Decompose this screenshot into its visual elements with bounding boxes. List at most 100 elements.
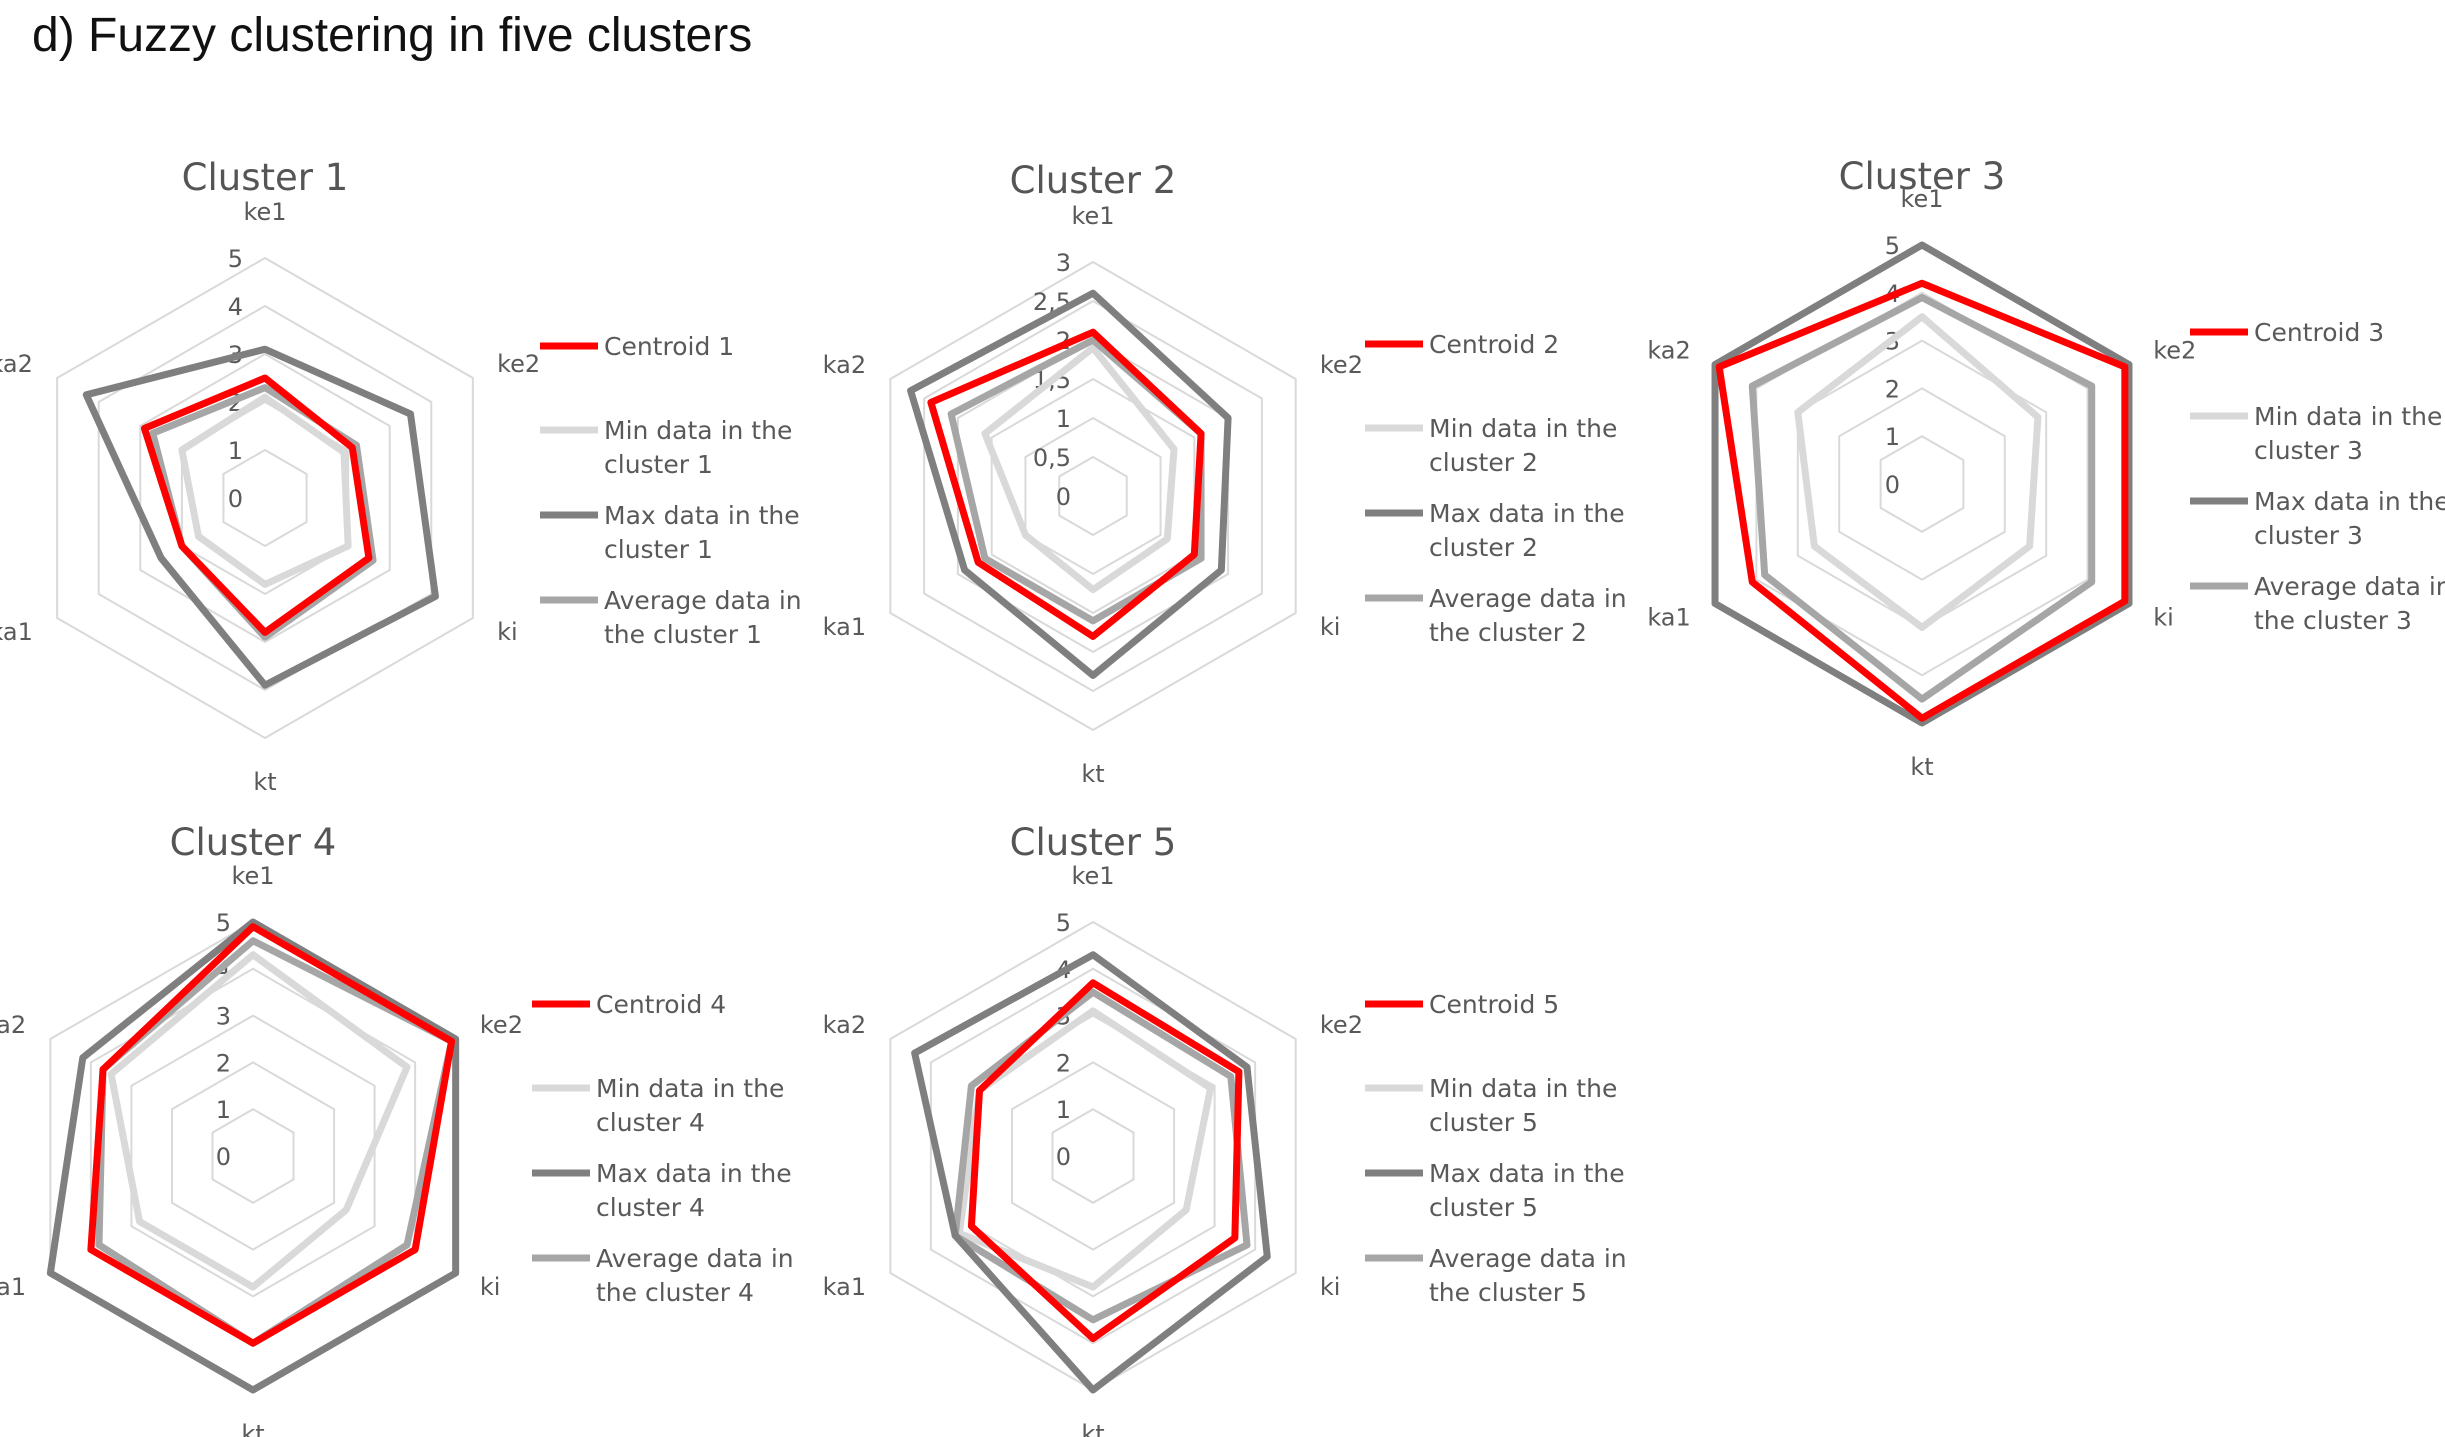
legend-label: the cluster 5 — [1429, 1278, 1587, 1307]
legend-label: Centroid 1 — [604, 332, 734, 361]
series-1-polygon — [1715, 279, 2129, 722]
chart-title: Cluster 1 — [182, 156, 349, 199]
legend-label: cluster 4 — [596, 1193, 705, 1222]
tick-label: 2 — [1885, 375, 1900, 403]
tick-label: 3 — [216, 1003, 231, 1031]
legend-label: Centroid 2 — [1429, 330, 1559, 359]
series-2-polygon — [178, 393, 352, 588]
series-3-polygon — [911, 951, 1271, 1394]
legend-label: Min data in the — [1429, 414, 1617, 443]
axis-label-kt: kt — [1081, 1420, 1104, 1437]
legend-label: Average data in — [1429, 1244, 1627, 1273]
axis-label-ke1: ke1 — [1071, 202, 1114, 230]
legend-label: cluster 2 — [1429, 533, 1538, 562]
tick-label: 5 — [216, 909, 231, 937]
tick-label: 5 — [228, 245, 243, 273]
legend-label: Centroid 3 — [2254, 318, 2384, 347]
axis-label-ke2: ke2 — [1320, 351, 1363, 379]
axis-label-ka1: ka1 — [823, 613, 866, 641]
axis-label-ka2: ka2 — [823, 351, 866, 379]
figure-heading: d) Fuzzy clustering in five clusters — [32, 9, 753, 62]
tick-label: 1 — [228, 437, 243, 465]
axis-label-ke1: ke1 — [231, 862, 274, 890]
grid-ring — [990, 377, 1196, 615]
legend-label: cluster 4 — [596, 1108, 705, 1137]
grid-ring — [1755, 291, 2089, 677]
grid-ring — [1010, 1061, 1176, 1251]
grid-ring — [923, 299, 1263, 693]
legend-label: cluster 1 — [604, 535, 713, 564]
axis-label-ka2: ka2 — [1647, 337, 1690, 365]
series-3-polygon — [907, 289, 1232, 679]
axis-label-ki: ki — [2153, 604, 2174, 632]
series-3-polygon — [1711, 241, 2133, 727]
grid-ring — [1879, 435, 1965, 533]
tick-label: 0 — [216, 1143, 231, 1171]
axis-label-ki: ki — [1320, 1273, 1341, 1301]
legend-label: the cluster 2 — [1429, 618, 1587, 647]
grid-ring — [56, 256, 474, 740]
series-2-polygon — [107, 951, 411, 1291]
axis-label-ki: ki — [497, 618, 518, 646]
tick-label: 4 — [228, 293, 243, 321]
grid-ring — [1051, 1108, 1135, 1204]
legend-label: Max data in the — [596, 1159, 792, 1188]
tick-label: 0 — [1056, 483, 1071, 511]
legend-label: Average data in — [604, 586, 802, 615]
legend-label: the cluster 4 — [596, 1278, 754, 1307]
legend-label: cluster 5 — [1429, 1108, 1538, 1137]
radar-chart-3: Cluster 3012345ke1ke2kiktka1ka2Centroid … — [1647, 155, 2445, 781]
axis-label-kt: kt — [241, 1420, 264, 1437]
series-4-polygon — [149, 384, 377, 641]
tick-label: 1 — [1056, 1096, 1071, 1124]
radar-chart-2: Cluster 200,511,522,53ke1ke2kiktka1ka2Ce… — [823, 159, 1627, 788]
legend-label: Max data in the — [2254, 487, 2445, 516]
legend-label: Min data in the — [1429, 1074, 1617, 1103]
chart-title: Cluster 2 — [1010, 159, 1177, 202]
grid-ring — [97, 304, 433, 692]
axis-label-kt: kt — [1081, 760, 1104, 788]
tick-label: 1 — [216, 1096, 231, 1124]
series-4-polygon — [1748, 294, 2096, 703]
legend-label: Average data in — [2254, 572, 2445, 601]
legend-label: Max data in the — [604, 501, 800, 530]
axis-label-ka2: ka2 — [823, 1011, 866, 1039]
chart-title: Cluster 3 — [1839, 155, 2006, 198]
axis-label-kt: kt — [253, 768, 276, 796]
grid-ring — [222, 448, 308, 548]
series-1-polygon — [967, 979, 1243, 1343]
grid-ring — [211, 1108, 295, 1204]
radar-chart-5: Cluster 5012345ke1ke2kiktka1ka2Centroid … — [823, 821, 1627, 1437]
radar-chart-4: Cluster 4012345ke1ke2kiktka1ka2Centroid … — [0, 821, 794, 1437]
chart-title: Cluster 5 — [1010, 821, 1177, 864]
series-1-polygon — [140, 374, 373, 636]
axis-label-ke2: ke2 — [497, 350, 540, 378]
tick-label: 3 — [1056, 249, 1071, 277]
tick-label: 0 — [1056, 1143, 1071, 1171]
grid-ring — [139, 352, 391, 644]
tick-label: 0 — [1885, 471, 1900, 499]
series-1-polygon — [87, 923, 456, 1347]
axis-label-ke1: ke1 — [243, 198, 286, 226]
tick-label: 1 — [1885, 423, 1900, 451]
tick-label: 2 — [1056, 1049, 1071, 1077]
series-4-polygon — [951, 988, 1251, 1324]
axis-label-ka1: ka1 — [823, 1273, 866, 1301]
axis-label-ke1: ke1 — [1071, 862, 1114, 890]
grid-ring — [130, 1014, 376, 1298]
legend-label: cluster 1 — [604, 450, 713, 479]
grid-ring — [49, 920, 457, 1392]
legend-label: cluster 5 — [1429, 1193, 1538, 1222]
series-3-polygon — [82, 345, 439, 689]
legend-label: Min data in the — [2254, 402, 2442, 431]
legend-label: Max data in the — [1429, 1159, 1625, 1188]
grid-ring — [1024, 416, 1162, 576]
series-3-polygon — [46, 918, 460, 1394]
tick-label: 5 — [1056, 909, 1071, 937]
grid-ring — [1838, 387, 2006, 581]
axis-label-ke2: ke2 — [1320, 1011, 1363, 1039]
legend-label: the cluster 1 — [604, 620, 762, 649]
tick-label: 1 — [1056, 405, 1071, 433]
axis-label-ke2: ke2 — [480, 1011, 523, 1039]
